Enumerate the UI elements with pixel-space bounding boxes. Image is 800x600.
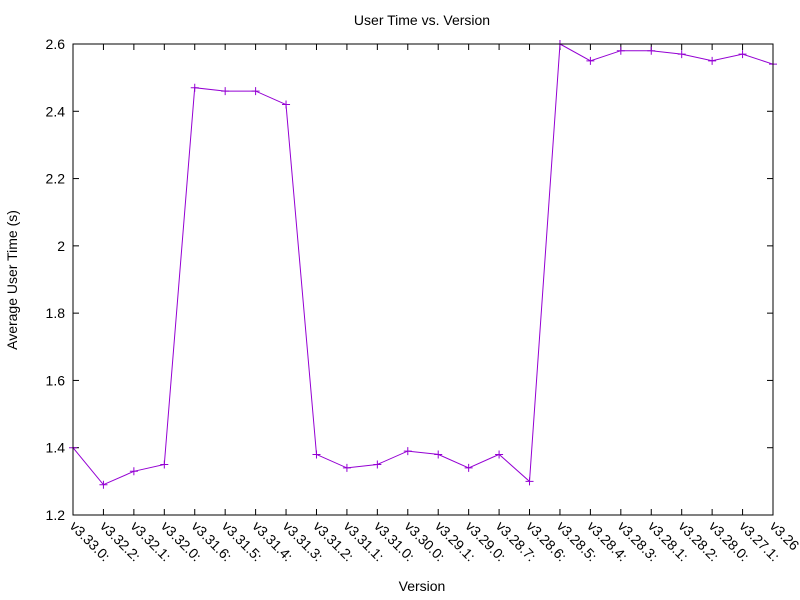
data-point: [190, 83, 199, 92]
data-point: [99, 480, 108, 489]
data-point: [616, 46, 625, 55]
plot-frame: [72, 43, 774, 516]
data-point: [312, 450, 321, 459]
data-point: [677, 50, 686, 59]
y-tick-label: 2.6: [46, 36, 66, 52]
y-tick-label: 2.2: [46, 171, 66, 187]
y-axis-label: Average User Time (s): [4, 210, 20, 350]
y-tick-label: 2: [57, 238, 65, 254]
data-point: [129, 467, 138, 476]
data-point: [495, 450, 504, 459]
data-point: [403, 447, 412, 456]
data-point: [434, 450, 443, 459]
data-point: [251, 87, 260, 96]
y-tick-label: 2.4: [46, 103, 66, 119]
data-point: [525, 477, 534, 486]
data-point: [221, 87, 230, 96]
x-axis-label: Version: [399, 578, 446, 594]
data-point: [464, 463, 473, 472]
y-tick-label: 1.8: [46, 305, 66, 321]
y-axis-ticks: 1.2 1.4 1.6 1.8 2 2.2 2.4 2.6: [46, 36, 773, 523]
data-point: [738, 50, 747, 59]
data-point: [373, 460, 382, 469]
data-point: [708, 56, 717, 65]
data-point: [647, 46, 656, 55]
y-tick-label: 1.6: [46, 372, 66, 388]
series-line: [72, 43, 774, 486]
data-point: [342, 463, 351, 472]
data-point: [586, 56, 595, 65]
data-point: [160, 460, 169, 469]
data-point: [282, 100, 291, 109]
y-tick-label: 1.2: [46, 507, 66, 523]
chart-title: User Time vs. Version: [354, 12, 490, 28]
y-tick-label: 1.4: [46, 440, 66, 456]
data-points: [69, 40, 777, 489]
